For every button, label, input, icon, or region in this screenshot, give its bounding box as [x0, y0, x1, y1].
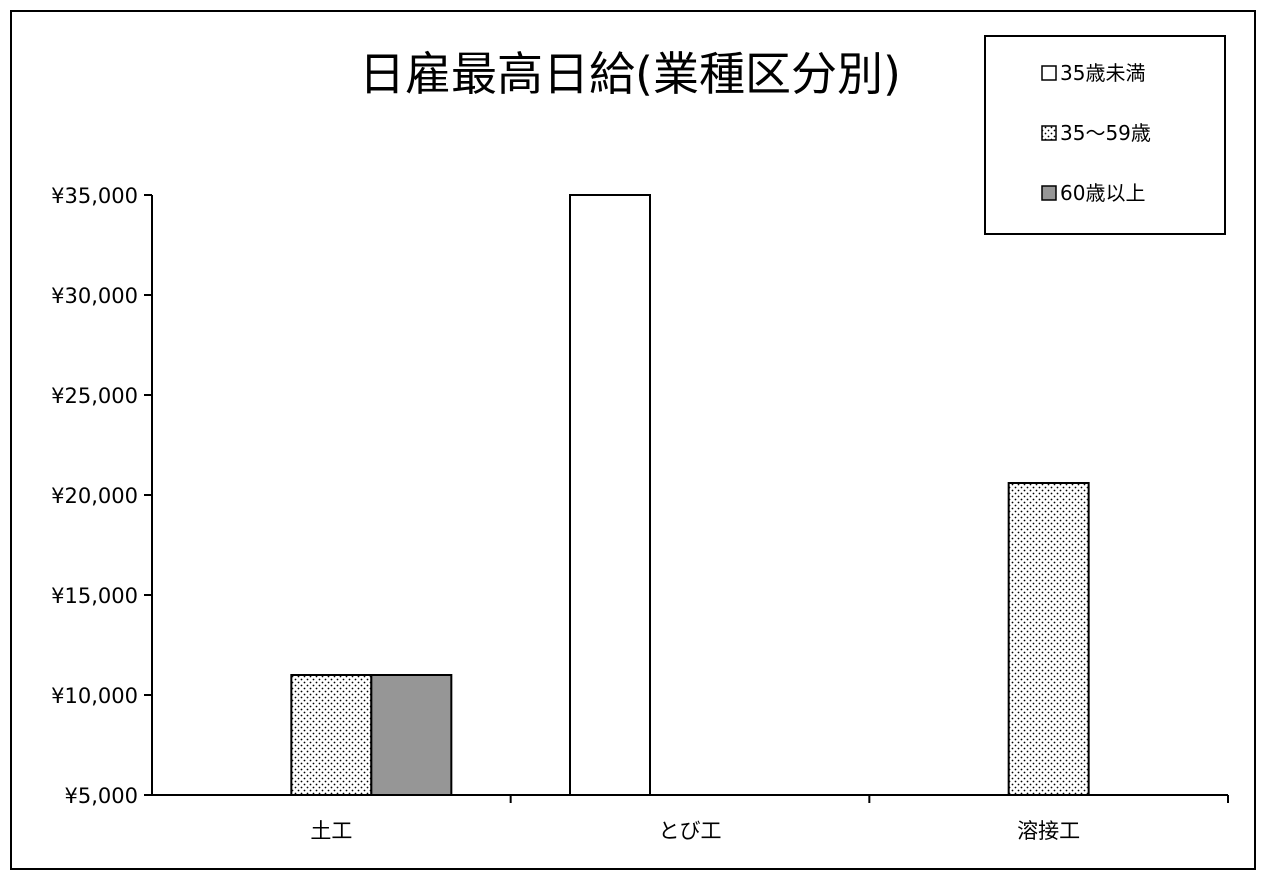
legend-label-mid: 35～59歳	[1060, 121, 1151, 145]
x-tick-label: 土工	[310, 819, 352, 843]
y-tick-label: ¥30,000	[51, 284, 138, 308]
bar-under35	[569, 194, 651, 796]
legend-swatch-under35	[1041, 65, 1057, 81]
bar-over60	[370, 674, 453, 796]
legend-box	[984, 35, 1226, 235]
legend-swatch-mid	[1041, 125, 1057, 141]
bar-35-59	[290, 674, 373, 796]
legend-swatch-over60	[1041, 185, 1057, 201]
legend: 35歳未満 35～59歳 60歳以上	[984, 35, 1226, 235]
y-tick-label: ¥5,000	[65, 784, 138, 808]
y-tick-label: ¥15,000	[51, 584, 138, 608]
x-tick-label: 溶接工	[1017, 819, 1080, 843]
y-tick-label: ¥10,000	[51, 684, 138, 708]
y-tick-label: ¥20,000	[51, 484, 138, 508]
y-tick-label: ¥35,000	[51, 184, 138, 208]
chart-title: 日雇最高日給(業種区分別)	[359, 47, 901, 101]
bar-35-59	[1007, 482, 1090, 796]
legend-label-under35: 35歳未満	[1060, 61, 1145, 85]
bars	[290, 194, 1090, 796]
legend-label-over60: 60歳以上	[1060, 181, 1145, 205]
x-tick-label: とび工	[659, 819, 722, 843]
y-tick-label: ¥25,000	[51, 384, 138, 408]
